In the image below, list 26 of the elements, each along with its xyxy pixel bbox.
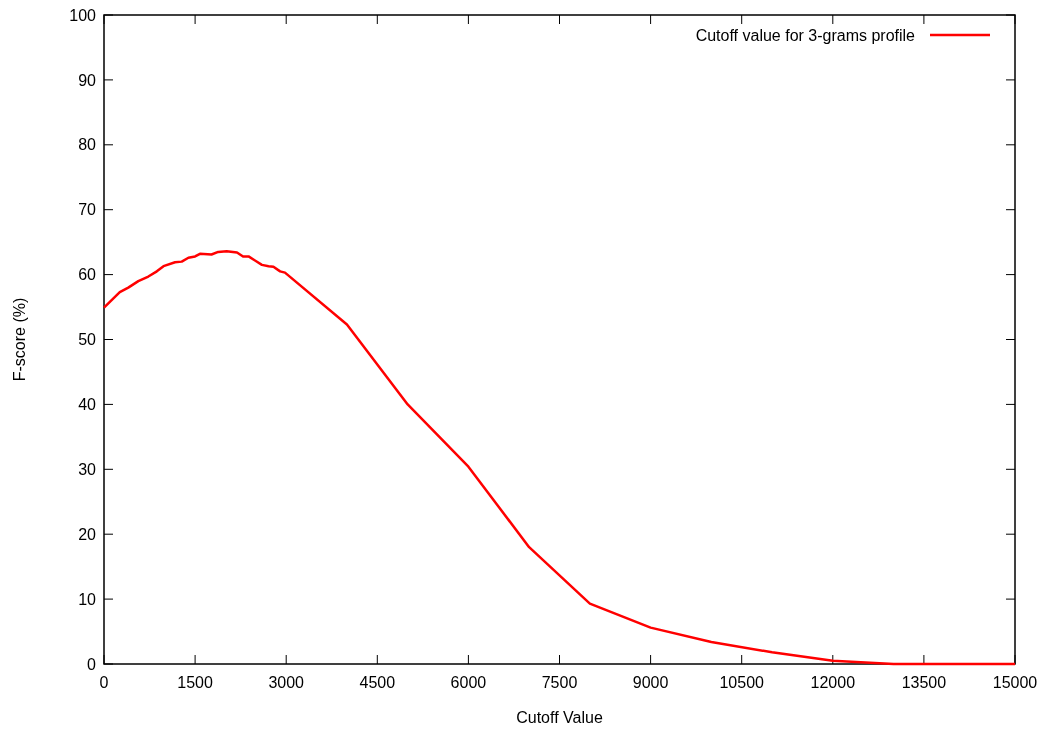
y-axis-title: F-score (%)	[11, 297, 28, 382]
x-tick-label: 7500	[541, 674, 578, 691]
x-tick-label: 9000	[632, 674, 669, 691]
y-tick-label: 60	[78, 266, 97, 284]
x-axis-title: Cutoff Value	[516, 709, 603, 726]
y-tick-label: 70	[78, 201, 97, 219]
x-tick-label: 12000	[810, 674, 856, 691]
x-tick-label: 13500	[901, 674, 947, 691]
y-tick-label: 50	[78, 331, 97, 349]
x-tick-label: 6000	[450, 674, 487, 691]
x-tick-label: 4500	[359, 674, 396, 691]
x-tick-label: 0	[99, 674, 109, 691]
y-tick-label: 20	[78, 525, 97, 543]
x-tick-label: 15000	[992, 674, 1038, 691]
line-series	[102, 249, 1017, 666]
x-tick-label: 10500	[719, 674, 765, 691]
x-tick-label: 1500	[177, 674, 213, 691]
legend-label: Cutoff value for 3-grams profile	[695, 26, 916, 44]
y-tick-label: 40	[78, 396, 97, 413]
y-tick-label: 100	[69, 6, 97, 24]
y-tick-label: 10	[78, 590, 97, 608]
x-tick-label: 3000	[268, 674, 305, 691]
y-tick-label: 0	[87, 655, 97, 673]
y-tick-label: 30	[78, 460, 97, 478]
y-tick-label: 80	[78, 136, 97, 154]
y-tick-label: 90	[78, 71, 97, 89]
